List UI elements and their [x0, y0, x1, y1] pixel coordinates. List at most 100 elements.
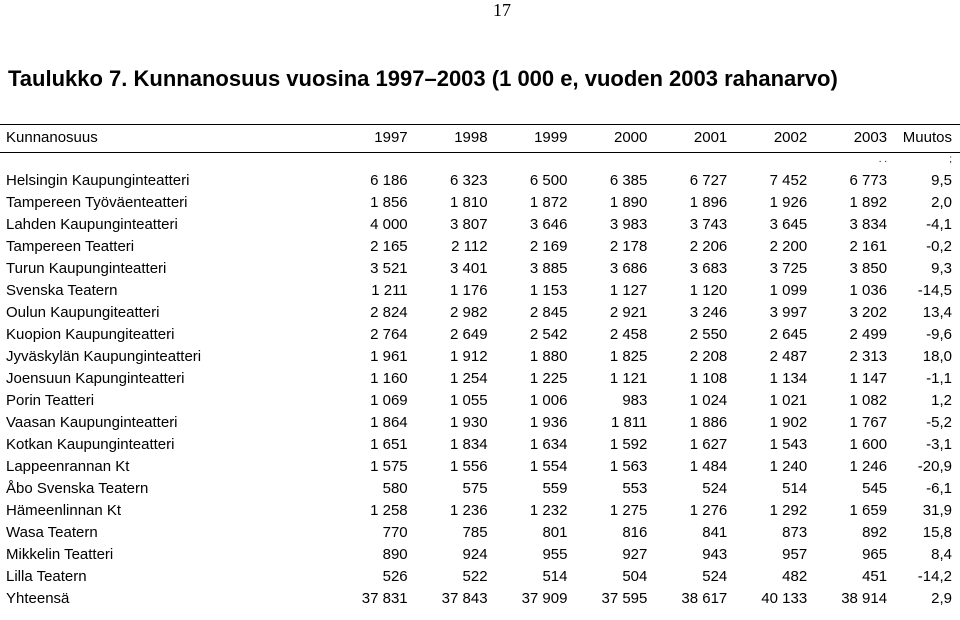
cell-2000: 3 686	[609, 260, 648, 277]
cell-change: 18,0	[922, 348, 952, 365]
cell-2001: 2 550	[689, 326, 728, 343]
cell-2000: 1 563	[609, 458, 648, 475]
cell-1997: 1 575	[370, 458, 408, 475]
cell-2003: 2 161	[849, 238, 888, 255]
cell-2001: 1 120	[689, 282, 728, 299]
dots-cell	[567, 150, 647, 170]
cell-1998: 575	[462, 480, 488, 497]
cell-name: Mikkelin Teatteri	[6, 546, 114, 563]
cell-change: 2,9	[931, 590, 952, 607]
cell-2002: 873	[782, 524, 808, 541]
cell-change: 8,4	[931, 546, 952, 563]
cell-1998: 1 834	[450, 436, 488, 453]
column-header-1999: 1999	[534, 129, 568, 146]
cell-name: Yhteensä	[6, 590, 70, 607]
cell-name: Joensuun Kapunginteatteri	[6, 370, 185, 387]
cell-2001: 1 896	[689, 194, 728, 211]
cell-2001: 1 108	[689, 370, 728, 387]
cell-1999: 1 232	[529, 502, 568, 519]
table-row: Kotkan Kaupunginteatteri 1 651 1 834 1 634 1…	[0, 434, 960, 456]
cell-1997: 770	[382, 524, 408, 541]
cell-change: -1,1	[926, 370, 952, 387]
cell-change: 13,4	[922, 304, 952, 321]
cell-2001: 1 484	[689, 458, 728, 475]
cell-1999: 2 845	[529, 304, 568, 321]
cell-1999: 514	[542, 568, 568, 585]
cell-1998: 1 055	[450, 392, 488, 409]
cell-2000: 2 921	[609, 304, 648, 321]
cell-2000: 3 983	[609, 216, 648, 233]
cell-1997: 3 521	[370, 260, 408, 277]
column-header-1997: 1997	[374, 129, 408, 146]
cell-1999: 2 169	[529, 238, 568, 255]
table-row: Tampereen Teatteri 2 165 2 112 2 169 2 178 2 …	[0, 236, 960, 258]
cell-1998: 785	[462, 524, 488, 541]
cell-2003: 451	[862, 568, 888, 585]
cell-1997: 1 961	[370, 348, 408, 365]
table-body: . .; Helsingin Kaupunginteatteri 6 186 6 32…	[0, 150, 960, 610]
cell-1997: 4 000	[370, 216, 408, 233]
cell-2003: 6 773	[849, 172, 888, 189]
cell-2000: 1 825	[609, 348, 648, 365]
cell-1997: 890	[382, 546, 408, 563]
cell-2003: 1 082	[849, 392, 888, 409]
cell-name: Svenska Teatern	[6, 282, 118, 299]
cell-1999: 3 885	[529, 260, 568, 277]
cell-2002: 7 452	[769, 172, 808, 189]
cell-2003: 38 914	[841, 590, 888, 607]
cell-2003: 1 600	[849, 436, 888, 453]
cell-change: -4,1	[926, 216, 952, 233]
cell-1999: 1 554	[529, 458, 568, 475]
cell-change: 1,2	[931, 392, 952, 409]
column-header-2003: 2003	[853, 129, 888, 146]
cell-change: 2,0	[931, 194, 952, 211]
dots-cell	[488, 150, 568, 170]
column-header-2002: 2002	[773, 129, 808, 146]
page-number: 17	[493, 0, 511, 20]
cell-2003: 1 659	[849, 502, 888, 519]
cell-name: Åbo Svenska Teatern	[6, 480, 149, 497]
cell-2001: 2 208	[689, 348, 728, 365]
cell-1999: 1 936	[529, 414, 568, 431]
dots-row: . .;	[0, 150, 960, 170]
table-row: Vaasan Kaupunginteatteri 1 864 1 930 1 936 1…	[0, 412, 960, 434]
cell-2001: 38 617	[681, 590, 728, 607]
cell-2001: 3 743	[689, 216, 728, 233]
cell-2001: 1 627	[689, 436, 728, 453]
cell-1998: 6 323	[450, 172, 488, 189]
cell-2000: 1 127	[609, 282, 648, 299]
cell-name: Tampereen Teatteri	[6, 238, 135, 255]
cell-2001: 6 727	[689, 172, 728, 189]
cell-1998: 2 982	[450, 304, 488, 321]
cell-name: Porin Teatteri	[6, 392, 95, 409]
cell-2000: 6 385	[609, 172, 648, 189]
cell-name: Vaasan Kaupunginteatteri	[6, 414, 178, 431]
cell-1997: 37 831	[361, 590, 408, 607]
column-header-1998: 1998	[454, 129, 488, 146]
cell-2003: 1 892	[849, 194, 888, 211]
cell-1999: 3 646	[529, 216, 568, 233]
table-row: Lappeenrannan Kt 1 575 1 556 1 554 1 563 1 48…	[0, 456, 960, 478]
cell-name: Tampereen Työväenteatteri	[6, 194, 188, 211]
cell-2003: 1 246	[849, 458, 888, 475]
cell-2001: 1 276	[689, 502, 728, 519]
cell-1998: 1 236	[450, 502, 488, 519]
cell-2001: 1 886	[689, 414, 728, 431]
cell-change: -0,2	[926, 238, 952, 255]
column-header-name: Kunnanosuus	[6, 129, 98, 146]
cell-2002: 1 926	[769, 194, 808, 211]
cell-1999: 559	[542, 480, 568, 497]
table-row: Åbo Svenska Teatern 580 575 559 553 524 514 545…	[0, 478, 960, 500]
cell-2002: 1 240	[769, 458, 808, 475]
dots-cell	[408, 150, 488, 170]
cell-change: -9,6	[926, 326, 952, 343]
cell-2002: 1 099	[769, 282, 808, 299]
cell-name: Kotkan Kaupunginteatteri	[6, 436, 175, 453]
cell-1997: 2 824	[370, 304, 408, 321]
cell-change: -3,1	[926, 436, 952, 453]
table-row: Lahden Kaupunginteatteri 4 000 3 807 3 646 3…	[0, 214, 960, 236]
cell-1999: 1 225	[529, 370, 568, 387]
cell-1997: 1 864	[370, 414, 408, 431]
cell-name: Wasa Teatern	[6, 524, 98, 541]
cell-1999: 6 500	[529, 172, 568, 189]
